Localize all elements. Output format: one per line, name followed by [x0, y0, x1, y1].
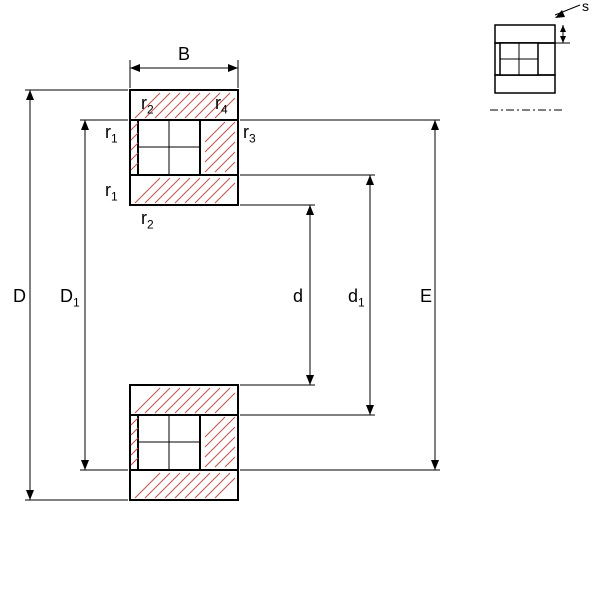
label-r2-bottom: r2: [141, 208, 154, 232]
bearing-diagram: B r2 r4 r1 r3 r1 r2 D D1 d d1 E s: [0, 0, 600, 600]
dimension-e: [240, 120, 440, 470]
small-bearing-view: [490, 5, 580, 110]
label-e: E: [420, 286, 432, 307]
label-r3: r3: [243, 122, 256, 146]
label-d-outer: D: [13, 286, 26, 307]
dimension-d1: [80, 120, 128, 470]
dimension-d-inner: [240, 205, 315, 385]
label-s: s: [582, 0, 589, 14]
label-d1-outer: D1: [60, 286, 80, 310]
lower-bearing-section: [130, 385, 238, 500]
label-r1-top: r1: [105, 122, 118, 146]
label-b: B: [178, 44, 190, 65]
label-r4: r4: [215, 93, 228, 117]
label-d-inner: d: [293, 286, 303, 307]
label-d1-inner: d1: [348, 286, 365, 310]
label-r1-bottom: r1: [105, 180, 118, 204]
label-r2-top: r2: [141, 93, 154, 117]
